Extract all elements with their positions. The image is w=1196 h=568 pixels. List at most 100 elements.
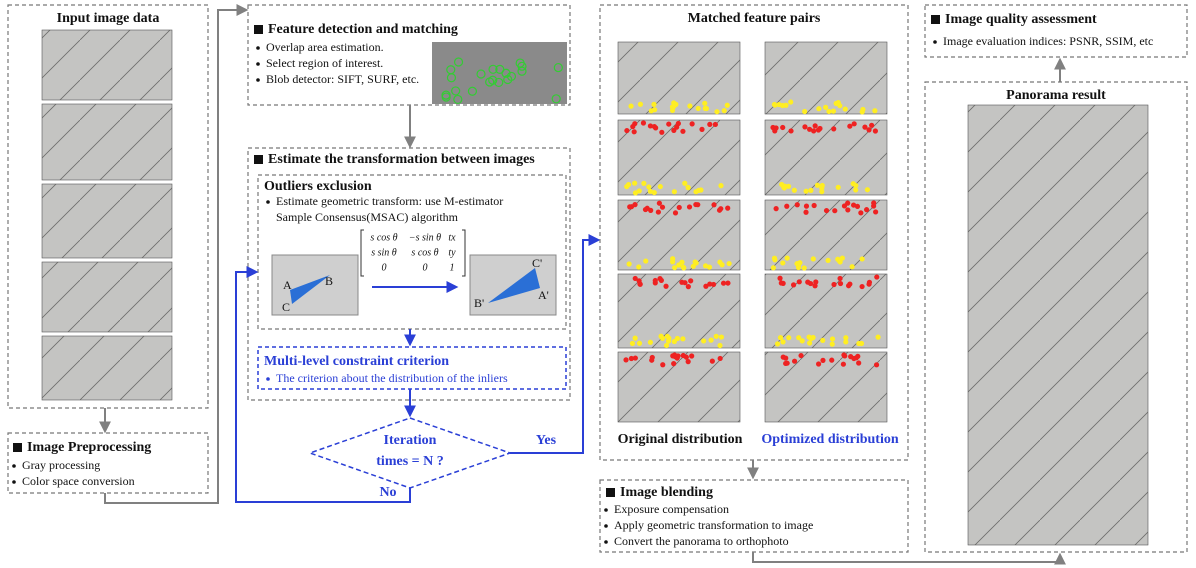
- match-point: [825, 258, 830, 263]
- match-point: [727, 261, 732, 266]
- match-point: [812, 203, 817, 208]
- match-point: [648, 340, 653, 345]
- match-point: [875, 335, 880, 340]
- match-point: [684, 355, 689, 360]
- match-point: [860, 107, 865, 112]
- match-point: [632, 129, 637, 134]
- bullet: [604, 524, 608, 528]
- match-point: [802, 109, 807, 114]
- match-point: [804, 204, 809, 209]
- match-point: [834, 101, 839, 106]
- vertex-label: B': [474, 296, 484, 310]
- list-item: Apply geometric transformation to image: [614, 518, 813, 532]
- match-point: [688, 278, 693, 283]
- match-point: [791, 282, 796, 287]
- criterion-title: Multi-level constraint criterion: [264, 354, 449, 369]
- match-point: [643, 207, 648, 212]
- match-point: [819, 189, 824, 194]
- match-point: [816, 106, 821, 111]
- match-point: [627, 204, 632, 209]
- match-point: [714, 109, 719, 114]
- match-point: [693, 259, 698, 264]
- quality-title: Image quality assessment: [945, 12, 1097, 27]
- match-point: [671, 128, 676, 133]
- list-item: Color space conversion: [22, 474, 135, 488]
- match-point: [653, 280, 658, 285]
- square-bullet: [254, 25, 263, 34]
- list-item: Blob detector: SIFT, SURF, etc.: [266, 72, 419, 86]
- pair-image: [618, 352, 740, 422]
- match-point: [626, 182, 631, 187]
- match-point: [835, 257, 840, 262]
- match-point: [775, 341, 780, 346]
- match-point: [699, 127, 704, 132]
- match-point: [641, 120, 646, 125]
- match-point: [658, 184, 663, 189]
- vertex-label: B: [325, 274, 333, 288]
- vertex-label: A': [538, 288, 549, 302]
- match-point: [633, 355, 638, 360]
- match-point: [687, 103, 692, 108]
- match-point: [725, 280, 730, 285]
- matrix-entry: −s sin θ: [409, 232, 441, 243]
- match-point: [829, 358, 834, 363]
- outliers-title: Outliers exclusion: [264, 179, 372, 194]
- match-point: [708, 338, 713, 343]
- match-point: [695, 202, 700, 207]
- preprocessing-title: Image Preprocessing: [27, 440, 151, 455]
- match-point: [649, 358, 654, 363]
- list-item: Gray processing: [22, 458, 100, 472]
- match-point: [717, 343, 722, 348]
- match-point: [841, 352, 846, 357]
- matrix-entry: s cos θ: [411, 247, 438, 258]
- match-point: [780, 103, 785, 108]
- match-point: [633, 336, 638, 341]
- match-point: [633, 276, 638, 281]
- match-point: [713, 122, 718, 127]
- match-point: [670, 256, 675, 261]
- match-point: [664, 343, 669, 348]
- match-point: [788, 99, 793, 104]
- match-point: [718, 183, 723, 188]
- match-point: [811, 256, 816, 261]
- match-point: [840, 255, 845, 260]
- match-point: [830, 342, 835, 347]
- input-images: [42, 30, 172, 400]
- matrix-entry: s cos θ: [370, 232, 397, 243]
- match-point: [636, 264, 641, 269]
- match-point: [866, 282, 871, 287]
- match-point: [681, 265, 686, 270]
- match-point: [718, 206, 723, 211]
- match-point: [802, 124, 807, 129]
- feature-title: Feature detection and matching: [268, 22, 458, 37]
- bullet: [12, 464, 16, 468]
- vertex-label: C': [532, 256, 542, 270]
- match-point: [780, 125, 785, 130]
- match-point: [772, 128, 777, 133]
- match-point: [872, 108, 877, 113]
- decision-text: Iteration: [384, 433, 437, 448]
- matrix-entry: ty: [448, 247, 456, 258]
- match-point: [856, 360, 861, 365]
- match-point: [873, 209, 878, 214]
- match-point: [859, 284, 864, 289]
- match-point: [665, 334, 670, 339]
- match-point: [800, 338, 805, 343]
- match-point: [774, 206, 779, 211]
- matrix-entry: 0: [382, 262, 387, 273]
- match-point: [830, 336, 835, 341]
- match-point: [672, 352, 677, 357]
- match-point: [698, 187, 703, 192]
- match-point: [781, 281, 786, 286]
- match-point: [719, 334, 724, 339]
- match-point: [651, 102, 656, 107]
- match-point: [677, 205, 682, 210]
- matrix-entry: tx: [448, 232, 456, 243]
- match-point: [816, 127, 821, 132]
- match-point: [851, 202, 856, 207]
- bullet: [933, 40, 937, 44]
- square-bullet: [13, 443, 22, 452]
- match-point: [798, 353, 803, 358]
- bullet: [256, 62, 260, 66]
- match-point: [806, 334, 811, 339]
